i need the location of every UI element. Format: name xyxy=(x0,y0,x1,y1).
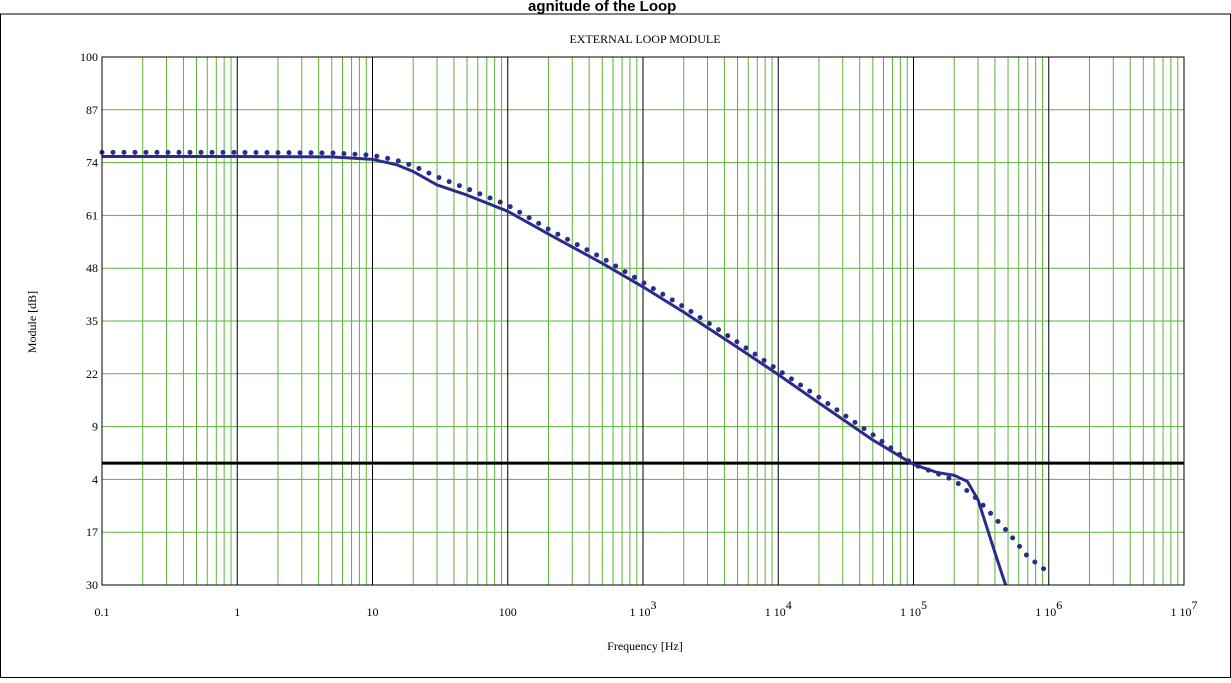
y-tick-label: 100 xyxy=(80,50,98,64)
y-tick-label: 22 xyxy=(86,367,98,381)
x-tick-label: 1 103 xyxy=(630,598,657,619)
series-layer xyxy=(99,149,1052,586)
x-tick-label: 0.1 xyxy=(95,605,110,619)
y-tick-label: 17 xyxy=(86,525,98,539)
y-tick-label: 87 xyxy=(86,103,98,117)
figure-frame xyxy=(0,13,1231,678)
x-tick-label: 100 xyxy=(499,605,517,619)
series-solid-line xyxy=(102,155,1008,586)
x-tick-label: 1 106 xyxy=(1035,598,1062,619)
x-tick-label: 10 xyxy=(367,605,379,619)
y-axis-label: Module [dB] xyxy=(25,291,39,353)
y-tick-label: 48 xyxy=(86,261,98,275)
y-tick-label: 35 xyxy=(86,314,98,328)
y-tick-label: 74 xyxy=(86,156,98,170)
y-tick-label: 61 xyxy=(86,208,98,222)
y-tick-label: 4 xyxy=(92,472,98,486)
y-tick-label: 9 xyxy=(92,420,98,434)
x-tick-label: 1 104 xyxy=(765,598,792,619)
plot-border xyxy=(101,56,1185,586)
x-tick-label: 1 xyxy=(234,605,240,619)
series-dotted-line xyxy=(99,149,1052,576)
y-tick-label: 30 xyxy=(86,578,98,592)
x-axis-label: Frequency [Hz] xyxy=(607,639,683,653)
x-tick-label: 1 107 xyxy=(1171,598,1198,619)
figure-caption-partial: agnitude of the Loop xyxy=(528,0,676,15)
x-tick-label: 1 105 xyxy=(900,598,927,619)
tick-label-layer: 100 87 74 61 48 35 22 9 4 17 30 0.1 1 10 100 1 103 1 104… xyxy=(80,50,1198,619)
chart-title: EXTERNAL LOOP MODULE xyxy=(569,32,720,46)
